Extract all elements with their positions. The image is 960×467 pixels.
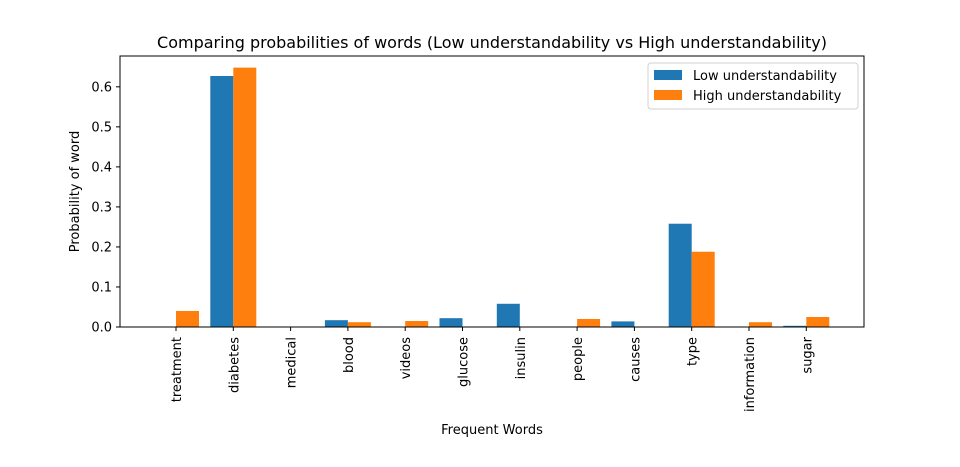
x-tick-label-videos: videos [399,337,414,380]
bar-treatment-high [176,310,199,327]
bar-type-low [668,223,692,327]
y-tick-label: 0.3 [91,200,112,215]
legend-box [647,62,859,110]
x-tick-label-type: type [686,337,701,366]
bar-blood-low [324,320,348,327]
bar-causes-low [611,321,635,327]
legend-swatch-high [654,90,682,100]
bar-glucose-low [439,318,463,327]
y-axis-label: Probability of word [68,131,83,252]
x-tick-label-information: information [743,337,758,412]
y-tick-label: 0.0 [91,321,112,336]
plot-area: 0.0 0.1 0.2 0.3 0.4 0.5 0.6 treatment diabetes me… [91,55,865,412]
plot-frame [119,55,865,328]
legend-label-high: High understandability [693,89,842,104]
bar-sugar-high [806,316,830,327]
x-tick-label-sugar: sugar [800,336,815,373]
x-tick-label-insulin: insulin [514,337,529,379]
chart-title: Comparing probabilities of words (Low un… [157,33,827,52]
y-tick-label: 0.5 [91,120,112,135]
bar-videos-high [405,321,429,327]
bar-sugar-low [783,325,807,327]
bar-diabetes-low [210,76,234,327]
bar-diabetes-high [233,67,257,328]
bar-blood-high [347,322,371,327]
bar-insulin-low [496,303,520,327]
bar-people-high [577,318,601,327]
legend-swatch-low [654,70,682,80]
x-axis-label: Frequent Words [441,423,543,438]
bar-information-high [749,322,772,327]
x-tick-label-blood: blood [342,337,357,373]
x-tick-label-glucose: glucose [457,337,472,387]
legend: Low understandability High understandabil… [647,62,859,110]
bar-type-high [691,251,715,327]
y-tick-label: 0.1 [91,280,112,295]
x-tick-label-people: people [571,337,586,381]
x-tick-label-causes: causes [628,337,643,382]
legend-label-low: Low understandability [693,69,837,84]
y-tick-label: 0.2 [91,240,112,255]
x-tick-label-medical: medical [285,337,300,388]
y-tick-label: 0.4 [91,160,112,175]
x-tick-label-diabetes: diabetes [227,337,242,393]
y-tick-label: 0.6 [91,80,112,95]
x-tick-label-treatment: treatment [170,337,185,402]
